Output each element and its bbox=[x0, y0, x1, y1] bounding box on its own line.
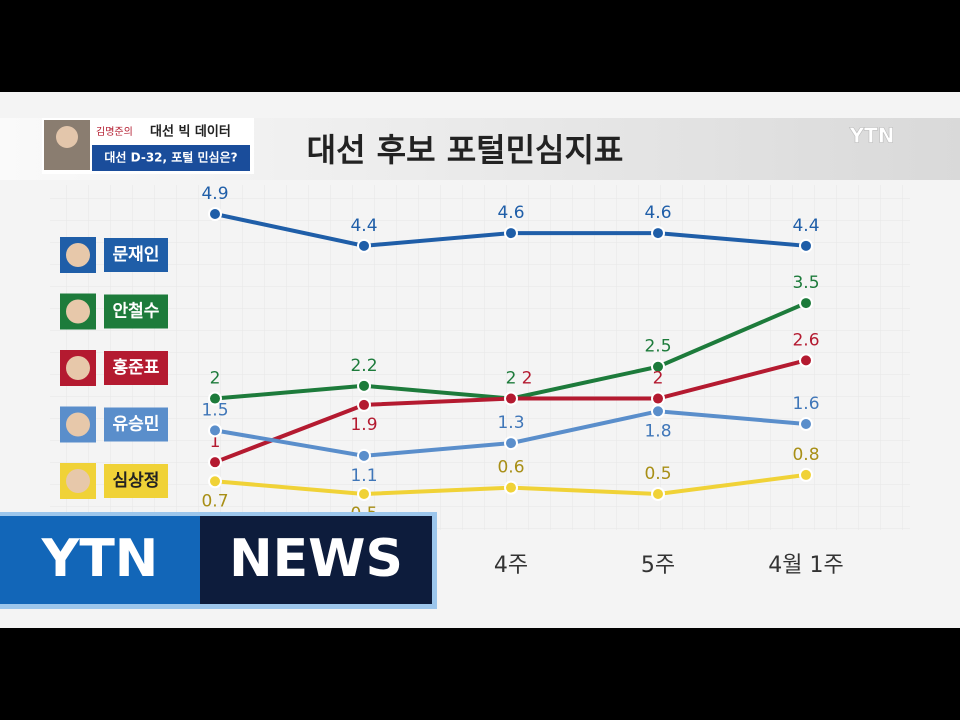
point bbox=[208, 423, 222, 438]
value-label: 1.9 bbox=[350, 415, 377, 435]
value-label: 1 bbox=[210, 432, 221, 452]
program: 김명준의 bbox=[96, 126, 133, 138]
legend-face bbox=[66, 356, 90, 380]
point bbox=[504, 391, 518, 406]
point bbox=[357, 487, 371, 501]
logo-right-bg bbox=[200, 516, 432, 604]
legend-box bbox=[104, 464, 168, 498]
show-name: 대선 빅 데이터 bbox=[150, 124, 231, 140]
news-logo: YTN NEWS bbox=[0, 512, 437, 609]
value-label: 0.6 bbox=[497, 458, 524, 478]
point bbox=[357, 448, 371, 463]
logo-right: NEWS bbox=[229, 529, 403, 589]
value-label: 1.6 bbox=[792, 394, 819, 414]
value-label: 2.2 bbox=[350, 356, 377, 376]
legend-label: 유승민 bbox=[113, 415, 160, 435]
legend-box bbox=[104, 238, 168, 272]
value-label: 1.1 bbox=[350, 466, 377, 486]
legend-box bbox=[104, 407, 168, 442]
point bbox=[799, 238, 813, 253]
point bbox=[651, 404, 665, 419]
x-tick-label: 4주 bbox=[494, 553, 528, 578]
point bbox=[504, 480, 518, 495]
point bbox=[208, 455, 222, 470]
point bbox=[357, 238, 371, 253]
legend-label: 문재인 bbox=[113, 245, 160, 265]
chart-title: 대선 후보 포털민심지표 bbox=[307, 131, 624, 169]
plot: 4주 5주 4월 1주 4.9 4.4 4.6 4.6 4.4 문재인 2 2.2 2 2.5 3.5 안철… bbox=[60, 184, 844, 578]
value-label: 2 bbox=[210, 369, 221, 389]
point bbox=[504, 226, 518, 241]
point bbox=[357, 378, 371, 393]
value-label: 4.4 bbox=[350, 216, 377, 236]
point bbox=[504, 436, 518, 451]
value-label: 2 bbox=[653, 369, 664, 389]
point bbox=[357, 397, 371, 412]
legend-label: 홍준표 bbox=[113, 357, 160, 378]
value-label: 4.6 bbox=[644, 203, 671, 223]
point bbox=[208, 391, 222, 406]
point bbox=[651, 487, 665, 501]
point bbox=[651, 359, 665, 374]
point bbox=[799, 467, 813, 482]
point bbox=[651, 391, 665, 406]
host-face bbox=[56, 126, 78, 148]
value-label: 2 bbox=[522, 369, 533, 389]
legend-label: 안철수 bbox=[113, 302, 160, 322]
point bbox=[208, 207, 222, 221]
value-label: 2 bbox=[506, 369, 517, 389]
value-label: 1.3 bbox=[497, 413, 524, 433]
point bbox=[651, 226, 665, 241]
value-label: 4.4 bbox=[792, 216, 819, 236]
legend-face bbox=[66, 243, 90, 267]
value-label: 3.5 bbox=[792, 273, 819, 293]
subtitle-bg bbox=[92, 145, 250, 171]
logo-left: YTN bbox=[41, 529, 159, 589]
logo-left-bg bbox=[0, 516, 200, 604]
value-label: 2.5 bbox=[644, 337, 671, 357]
value-label: 1.8 bbox=[644, 421, 671, 441]
legend-face bbox=[66, 469, 90, 493]
value-label: 0.8 bbox=[792, 445, 819, 465]
legend-face bbox=[66, 299, 90, 324]
point bbox=[799, 353, 813, 368]
x-tick-label: 5주 bbox=[641, 553, 675, 578]
value-label: 2.6 bbox=[792, 330, 819, 350]
x-tick-label: 4월 1주 bbox=[768, 553, 843, 578]
value-label: 4.6 bbox=[497, 203, 524, 223]
legend-label: 심상정 bbox=[113, 471, 160, 491]
value-label: 1.5 bbox=[201, 400, 228, 420]
point bbox=[799, 417, 813, 431]
legend-box bbox=[104, 351, 168, 385]
point bbox=[799, 296, 813, 311]
value-label: 4.9 bbox=[201, 184, 228, 204]
value-label: 0.5 bbox=[644, 464, 671, 484]
legend-face bbox=[66, 412, 90, 437]
value-label: 0.7 bbox=[201, 491, 228, 511]
point bbox=[208, 474, 222, 489]
watermark: YTN bbox=[849, 124, 895, 148]
subtitle: 대선 D-32, 포털 민심은? bbox=[104, 150, 237, 165]
legend-box bbox=[104, 294, 168, 329]
